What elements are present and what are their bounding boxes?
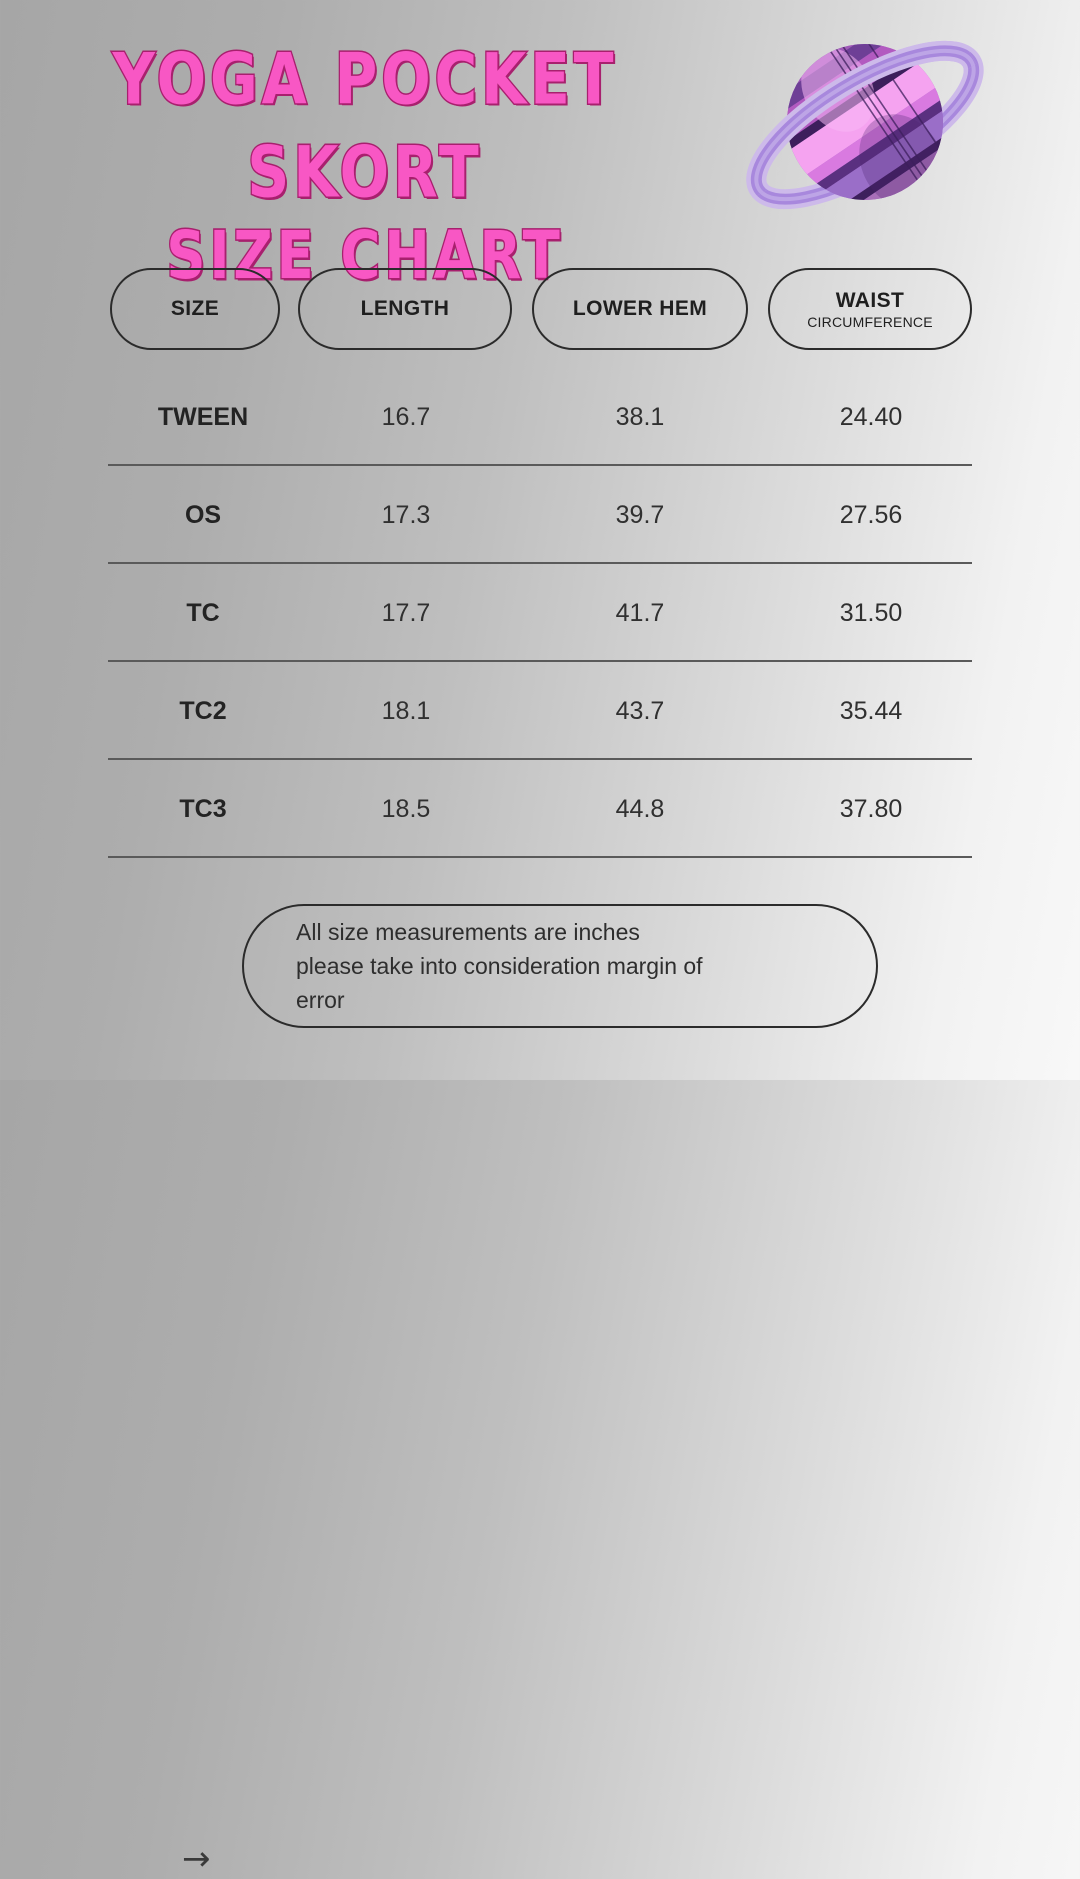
column-header-waist: WAIST CIRCUMFERENCE [768, 268, 972, 350]
table-header-row: SIZE LENGTH LOWER HEM WAIST CIRCUMFERENC… [0, 268, 1080, 354]
cell-size: TC3 [179, 794, 227, 823]
table-row: TC3 18.5 44.8 37.80 [0, 760, 1080, 858]
table-row: OS 17.3 39.7 27.56 [0, 466, 1080, 564]
column-header-length: LENGTH [298, 268, 512, 350]
arrow-right-icon: → [182, 1839, 211, 1879]
size-chart-table: SIZE LENGTH LOWER HEM WAIST CIRCUMFERENC… [0, 268, 1080, 858]
cell-lower-hem: 41.7 [615, 598, 665, 627]
table-row: TWEEN 16.7 38.1 24.40 [0, 368, 1080, 466]
cell-length: 16.7 [381, 402, 431, 431]
column-header-size-label: SIZE [170, 297, 220, 320]
table-body: TWEEN 16.7 38.1 24.40 OS 17.3 39.7 27.56… [0, 368, 1080, 858]
cell-waist: 37.80 [839, 794, 903, 823]
cell-size: TC [186, 598, 220, 627]
cell-size: OS [184, 500, 222, 529]
cell-size: TWEEN [157, 402, 249, 431]
cell-length: 18.1 [381, 696, 431, 725]
page-title: YOGA POCKET SKORT SIZE CHART [0, 37, 730, 297]
column-header-lower-hem: LOWER HEM [532, 268, 748, 350]
row-divider [108, 660, 972, 662]
row-divider [108, 856, 972, 858]
cell-length: 17.7 [381, 598, 431, 627]
column-header-lower-hem-label: LOWER HEM [572, 297, 708, 320]
note-box: All size measurements are inches please … [242, 904, 878, 1028]
column-header-waist-label: WAIST [835, 288, 905, 312]
cell-lower-hem: 39.7 [615, 500, 665, 529]
row-divider [108, 464, 972, 466]
cell-waist: 24.40 [839, 402, 903, 431]
row-divider [108, 758, 972, 760]
cell-size: TC2 [179, 696, 227, 725]
table-row: TC2 18.1 43.7 35.44 [0, 662, 1080, 760]
note-text: All size measurements are inches please … [296, 918, 703, 1014]
cell-waist: 35.44 [839, 696, 903, 725]
column-header-length-label: LENGTH [360, 297, 450, 320]
cell-waist: 31.50 [839, 598, 903, 627]
cell-waist: 27.56 [839, 500, 903, 529]
cell-lower-hem: 44.8 [615, 794, 665, 823]
footer-note: → All size measurements are inches pleas… [0, 896, 1080, 1876]
title-line-1: YOGA POCKET SKORT [111, 37, 618, 216]
cell-lower-hem: 38.1 [615, 402, 665, 431]
table-row: TC 17.7 41.7 31.50 [0, 564, 1080, 662]
column-header-waist-sublabel: CIRCUMFERENCE [807, 313, 933, 330]
row-divider [108, 562, 972, 564]
column-header-size: SIZE [110, 268, 280, 350]
cell-length: 17.3 [381, 500, 431, 529]
saturn-planet-icon [726, 12, 992, 242]
cell-lower-hem: 43.7 [615, 696, 665, 725]
cell-length: 18.5 [381, 794, 431, 823]
